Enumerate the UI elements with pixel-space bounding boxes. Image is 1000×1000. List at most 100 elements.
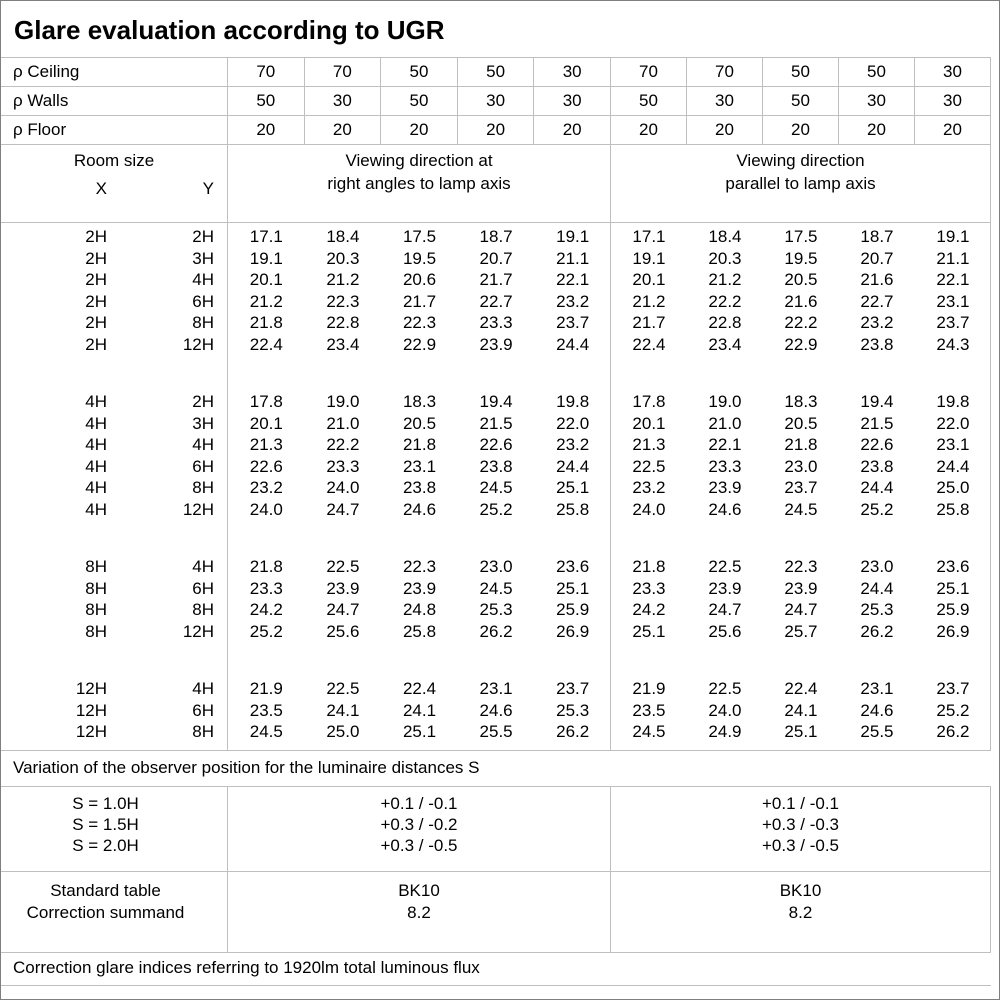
ugr-value: 24.6 — [708, 499, 742, 519]
ugr-value: 26.9 — [556, 621, 590, 641]
ugr-value: 20.7 — [860, 248, 894, 268]
room-y-value: 6H — [192, 700, 214, 720]
reflectance-value: 30 — [915, 87, 991, 115]
room-x-value: 2H — [85, 313, 107, 332]
ugr-value: 24.5 — [479, 478, 513, 497]
spacing-label: S = 1.5H — [72, 815, 139, 834]
ugr-value: 23.0 — [479, 557, 513, 576]
reflectance-value: 70 — [687, 58, 763, 86]
ugr-row: 4H 8H 23.2 24.0 23.8 24.5 25.1 23.2 23.9 23.7 24.4… — [1, 477, 991, 499]
ugr-value: 24.2 — [249, 600, 283, 619]
ugr-value: 24.0 — [708, 700, 742, 720]
ugr-value: 23.9 — [784, 578, 818, 598]
ugr-value: 23.2 — [556, 435, 590, 454]
standard-table-label: Standard table — [50, 881, 161, 900]
ugr-value: 24.0 — [326, 478, 360, 497]
reflectance-value: 50 — [839, 58, 915, 86]
room-size-cell: 8H 6H — [1, 578, 228, 600]
standard-block-labels: Standard table Correction summand — [1, 872, 228, 952]
ugr-value: 25.5 — [479, 722, 513, 741]
ugr-value: 26.2 — [936, 722, 970, 741]
ugr-value: 20.1 — [632, 270, 666, 289]
reflectance-row: ρ Floor 20 20 20 20 20 20 20 20 20 20 — [1, 116, 991, 145]
room-size-cell: 2H 6H — [1, 291, 228, 313]
ugr-value: 21.7 — [479, 270, 513, 289]
standard-table-value: BK10 — [398, 881, 440, 900]
ugr-value: 22.3 — [326, 291, 360, 311]
ugr-value: 22.8 — [708, 313, 742, 332]
standard-block-values-right-angle: BK10 8.2 — [228, 872, 611, 952]
ugr-value: 20.7 — [479, 248, 513, 268]
ugr-value: 18.7 — [860, 227, 894, 246]
room-x-value: 8H — [85, 557, 107, 576]
reflectance-value: 30 — [305, 87, 382, 115]
standard-block-values-parallel: BK10 8.2 — [611, 872, 991, 952]
ugr-row: 12H 4H 21.9 22.5 22.4 23.1 23.7 21.9 22.5 22.4 23.… — [1, 678, 991, 700]
room-x-value: 2H — [85, 270, 107, 289]
ugr-value: 23.9 — [708, 578, 742, 598]
room-size-cell: 12H 6H — [1, 700, 228, 722]
ugr-value: 22.4 — [249, 334, 283, 354]
ugr-value: 20.3 — [708, 248, 742, 268]
room-x-label: X — [95, 179, 107, 198]
reflectance-value: 70 — [305, 58, 382, 86]
room-y-value: 12H — [182, 499, 214, 519]
ugr-value: 21.8 — [632, 557, 666, 576]
ugr-value: 22.1 — [556, 270, 590, 289]
reflectance-value: 20 — [305, 116, 382, 144]
ugr-value: 23.1 — [936, 291, 970, 311]
room-x-value: 12H — [75, 722, 107, 741]
ugr-value: 22.5 — [326, 679, 360, 698]
ugr-value: 26.9 — [936, 621, 970, 641]
ugr-row: 4H 6H 22.6 23.3 23.1 23.8 24.4 22.5 23.3 23.0 23.8… — [1, 456, 991, 478]
room-y-value: 3H — [192, 248, 214, 268]
ugr-value: 23.4 — [708, 334, 742, 354]
room-y-value: 3H — [192, 413, 214, 433]
ugr-value: 25.0 — [326, 722, 360, 741]
ugr-value: 25.1 — [936, 578, 970, 598]
room-y-value: 2H — [192, 392, 214, 411]
ugr-value: 18.4 — [708, 227, 742, 246]
ugr-value: 22.6 — [249, 456, 283, 476]
room-y-value: 8H — [192, 600, 214, 619]
room-size-cell: 8H 12H — [1, 621, 228, 643]
grid-vline — [990, 223, 991, 750]
ugr-value: 21.5 — [860, 413, 894, 433]
ugr-value: 24.4 — [860, 478, 894, 497]
room-size-cell: 4H 8H — [1, 477, 228, 499]
ugr-value: 23.6 — [556, 557, 590, 576]
reflectance-row: ρ Walls 50 30 50 30 30 50 30 50 30 30 — [1, 87, 991, 116]
spacing-label: S = 2.0H — [72, 836, 139, 855]
ugr-value: 21.6 — [860, 270, 894, 289]
ugr-row: 8H 12H 25.2 25.6 25.8 26.2 26.9 25.1 25.6 25.7 26.… — [1, 621, 991, 643]
room-size-cell: 4H 2H — [1, 391, 228, 413]
room-size-cell: 4H 4H — [1, 434, 228, 456]
ugr-value: 24.4 — [936, 456, 970, 476]
spacing-labels: S = 1.0H S = 1.5H S = 2.0H — [1, 787, 228, 871]
ugr-value: 21.3 — [632, 435, 666, 454]
ugr-value: 25.6 — [326, 621, 360, 641]
ugr-value: 22.0 — [556, 413, 590, 433]
spacing-variation-block: S = 1.0H S = 1.5H S = 2.0H +0.1 / -0.1 +0.3… — [1, 787, 991, 872]
reflectance-value: 50 — [763, 58, 839, 86]
ugr-value: 19.5 — [402, 248, 437, 268]
ugr-value: 23.9 — [479, 334, 513, 354]
spacing-value: +0.3 / -0.5 — [380, 836, 458, 855]
ugr-value: 25.6 — [708, 621, 742, 641]
ugr-value: 25.1 — [402, 722, 437, 741]
ugr-value: 23.8 — [479, 456, 513, 476]
ugr-value: 22.9 — [784, 334, 818, 354]
parallel-block-title: Viewing direction parallel to lamp axis — [611, 145, 991, 222]
reflectance-label: ρ Ceiling — [1, 58, 228, 86]
reflectance-value: 30 — [534, 87, 611, 115]
ugr-value: 24.1 — [326, 700, 360, 720]
ugr-value: 24.1 — [784, 700, 818, 720]
ugr-value: 21.2 — [632, 291, 666, 311]
reflectance-value: 70 — [611, 58, 687, 86]
ugr-value: 23.8 — [402, 478, 437, 497]
room-size-cell: 4H 12H — [1, 499, 228, 521]
ugr-value: 25.1 — [632, 621, 666, 641]
room-x-value: 4H — [85, 435, 107, 454]
ugr-value: 24.4 — [556, 334, 590, 354]
ugr-value: 23.5 — [249, 700, 283, 720]
